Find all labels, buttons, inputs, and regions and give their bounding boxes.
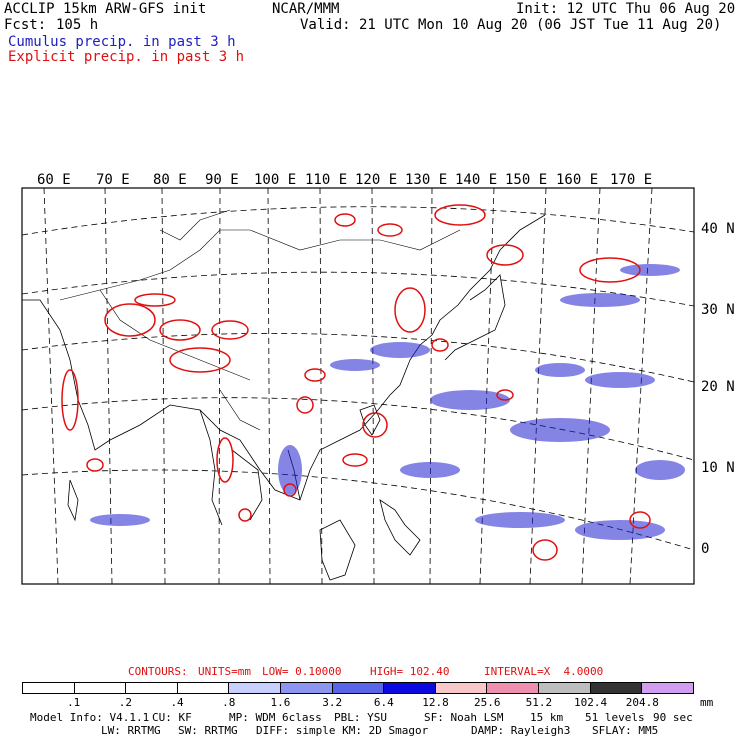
forecast-hours: 105 h (56, 17, 99, 33)
contours-low: LOW= 0.10000 (262, 665, 342, 678)
lon-label: 120 E (355, 172, 398, 188)
colorbar-box (384, 683, 436, 693)
model-info: Model Info: V4.1.1 (30, 711, 150, 724)
lon-label: 90 E (205, 172, 239, 188)
colorbar-tick-label: .8 (222, 696, 236, 709)
levels: 51 levels (585, 711, 645, 724)
lon-label: 80 E (153, 172, 187, 188)
mp-scheme: MP: WDM 6class (229, 711, 322, 724)
timestep: 90 sec (653, 711, 693, 724)
colorbar-box (281, 683, 333, 693)
resolution: 15 km (530, 711, 564, 724)
lat-label: 0 (701, 541, 710, 557)
init-time: Init: 12 UTC Thu 06 Aug 20 (516, 1, 736, 17)
colorbar-box (487, 683, 540, 693)
sflay-scheme: SFLAY: MM5 (592, 724, 659, 737)
colorbar-tick-label: 25.6 (473, 696, 501, 709)
colorbar-tick-label: 3.2 (322, 696, 343, 709)
colorbar-box (642, 683, 693, 693)
colorbar (22, 682, 694, 694)
legend-cumulus: Cumulus precip. in past 3 h (8, 34, 236, 50)
lat-label: 30 N (701, 302, 735, 318)
pbl-scheme: PBL: YSU (334, 711, 387, 724)
colorbar-box (435, 683, 488, 693)
damp-scheme: DAMP: Rayleigh3 (471, 724, 571, 737)
lat-label: 40 N (701, 221, 735, 237)
cu-scheme: CU: KF (152, 711, 192, 724)
contours-label: CONTOURS: (128, 665, 188, 678)
lat-label: 20 N (701, 379, 735, 395)
cumulus-precip (90, 264, 685, 540)
lon-label: 70 E (96, 172, 130, 188)
colorbar-box (23, 683, 75, 693)
sf-scheme: SF: Noah LSM (424, 711, 504, 724)
contours-high: HIGH= 102.40 (370, 665, 450, 678)
colorbar-box (177, 683, 230, 693)
legend-explicit: Explicit precip. in past 3 h (8, 49, 245, 65)
colorbar-tick-label: 102.4 (574, 696, 608, 709)
org-label: NCAR/MMM (272, 1, 340, 17)
colorbar-tick-label: .4 (170, 696, 184, 709)
colorbar-tick-label: .2 (118, 696, 132, 709)
lon-label: 140 E (455, 172, 498, 188)
colorbar-unit: mm (700, 696, 714, 709)
diff-scheme: DIFF: simple KM: 2D Smagor (256, 724, 429, 737)
colorbar-tick-label: 6.4 (373, 696, 394, 709)
colorbar-box (229, 683, 282, 693)
lon-label: 160 E (556, 172, 599, 188)
colorbar-box (332, 683, 385, 693)
lat-label: 10 N (701, 460, 735, 476)
lw-scheme: LW: RRTMG (101, 724, 161, 737)
colorbar-tick-label: 1.6 (270, 696, 291, 709)
colorbar-tick-label: 12.8 (422, 696, 449, 709)
lon-label: 170 E (610, 172, 653, 188)
lon-label: 110 E (305, 172, 348, 188)
contours-interval: INTERVAL=X 4.0000 (484, 665, 604, 678)
lon-label: 130 E (405, 172, 448, 188)
colorbar-tick-label: 51.2 (525, 696, 553, 709)
explicit-precip (61, 204, 651, 561)
lon-label: 100 E (254, 172, 297, 188)
country-borders (59, 209, 461, 431)
valid-time: Valid: 21 UTC Mon 10 Aug 20 (06 JST Tue … (300, 17, 722, 33)
colorbar-box (539, 683, 591, 693)
forecast-label: Fcst: (4, 17, 47, 33)
model-title: ACCLIP 15km ARW-GFS init (4, 1, 207, 17)
lon-label: 150 E (505, 172, 548, 188)
coastlines (22, 214, 546, 581)
colorbar-box (126, 683, 178, 693)
colorbar-box (74, 683, 127, 693)
colorbar-tick-label: 204.8 (625, 696, 659, 709)
colorbar-tick-label: .1 (67, 696, 81, 709)
lon-label: 60 E (37, 172, 71, 188)
contours-units: UNITS=mm (198, 665, 251, 678)
sw-scheme: SW: RRTMG (178, 724, 238, 737)
colorbar-box (590, 683, 643, 693)
